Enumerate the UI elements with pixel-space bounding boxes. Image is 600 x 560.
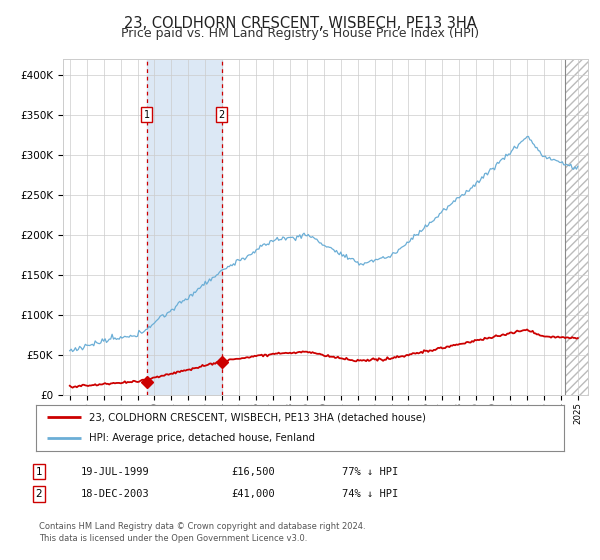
Text: 23, COLDHORN CRESCENT, WISBECH, PE13 3HA: 23, COLDHORN CRESCENT, WISBECH, PE13 3HA xyxy=(124,16,476,31)
Bar xyxy=(146,59,221,395)
Text: £16,500: £16,500 xyxy=(231,466,275,477)
Bar xyxy=(565,59,588,395)
Text: Price paid vs. HM Land Registry's House Price Index (HPI): Price paid vs. HM Land Registry's House … xyxy=(121,27,479,40)
Text: 2: 2 xyxy=(218,110,224,120)
Text: 19-JUL-1999: 19-JUL-1999 xyxy=(81,466,150,477)
Text: 18-DEC-2003: 18-DEC-2003 xyxy=(81,489,150,499)
Text: 23, COLDHORN CRESCENT, WISBECH, PE13 3HA (detached house): 23, COLDHORN CRESCENT, WISBECH, PE13 3HA… xyxy=(89,412,426,422)
Text: 74% ↓ HPI: 74% ↓ HPI xyxy=(342,489,398,499)
Text: 2: 2 xyxy=(35,489,43,499)
Text: 77% ↓ HPI: 77% ↓ HPI xyxy=(342,466,398,477)
Text: Contains HM Land Registry data © Crown copyright and database right 2024.
This d: Contains HM Land Registry data © Crown c… xyxy=(39,522,365,543)
Text: 1: 1 xyxy=(35,466,43,477)
Text: 1: 1 xyxy=(143,110,150,120)
Text: £41,000: £41,000 xyxy=(231,489,275,499)
Text: HPI: Average price, detached house, Fenland: HPI: Average price, detached house, Fenl… xyxy=(89,433,315,444)
